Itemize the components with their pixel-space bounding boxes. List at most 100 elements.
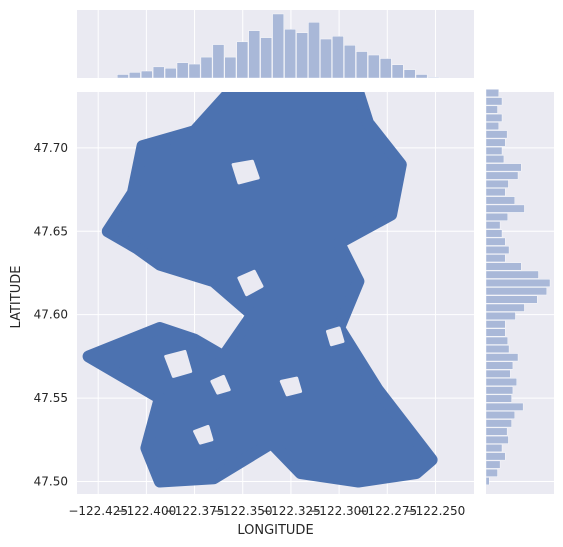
x-hist-bar <box>117 74 129 79</box>
x-hist-bar <box>129 72 141 79</box>
scatter-gap <box>279 376 303 397</box>
x-hist-bar <box>272 13 284 79</box>
y-hist-bar <box>485 411 515 420</box>
scatter-gap <box>193 424 214 445</box>
y-tick-label: 47.60 <box>34 308 68 322</box>
x-hist-bar <box>152 66 165 79</box>
x-hist-bar <box>188 63 201 79</box>
x-hist-bar <box>403 69 416 79</box>
y-hist-bar <box>485 353 519 362</box>
y-hist-bar <box>485 468 498 477</box>
x-hist-bar <box>391 64 404 79</box>
x-hist-bar <box>284 29 296 79</box>
y-hist-bar <box>485 179 509 188</box>
y-marginal-histogram <box>485 89 554 494</box>
y-hist-bar <box>485 303 525 312</box>
y-tick-label: 47.55 <box>34 391 68 405</box>
y-hist-bar <box>485 262 522 271</box>
y-hist-bar <box>485 163 522 172</box>
y-hist-bar <box>485 328 506 337</box>
x-tick-label: −122.250 <box>406 504 466 518</box>
x-hist-bar <box>308 22 320 79</box>
x-tick-label: −122.300 <box>309 504 369 518</box>
y-axis-label: LATITUDE <box>9 266 24 329</box>
scatter-gaps <box>164 159 345 445</box>
y-hist-bar <box>485 146 503 155</box>
x-tick-label: −122.375 <box>165 504 225 518</box>
x-hist-bar <box>427 77 440 79</box>
y-hist-bar <box>485 246 510 254</box>
x-hist-bar <box>260 37 273 79</box>
x-hist-bar <box>415 74 428 79</box>
y-hist-bar <box>485 378 517 386</box>
x-hist-bar <box>367 54 380 79</box>
y-hist-bar <box>485 138 506 147</box>
x-hist-bar <box>332 36 344 79</box>
y-tick-label: 47.70 <box>34 141 68 155</box>
y-tick-labels: 47.50 47.55 47.60 47.65 47.70 <box>34 141 68 489</box>
y-hist-bar <box>485 229 503 238</box>
y-hist-bar <box>485 345 510 353</box>
scatter-gap <box>164 349 193 378</box>
y-hist-bar <box>485 452 506 461</box>
x-tick-label: −122.400 <box>117 504 177 518</box>
x-hist-bar <box>320 38 332 79</box>
y-hist-bar <box>485 212 508 221</box>
y-hist-bar <box>485 435 509 444</box>
y-hist-bar <box>485 279 551 287</box>
y-hist-bar <box>485 336 508 345</box>
y-hist-bar <box>485 287 547 296</box>
x-tick-labels: −122.425−122.400−122.375−122.350−122.325… <box>68 504 465 518</box>
x-hist-bar <box>379 58 392 79</box>
y-hist-bar <box>485 419 512 428</box>
y-hist-bar <box>485 188 506 197</box>
x-hist-bar <box>236 41 249 79</box>
scatter-plot: −122.425−122.400−122.375−122.350−122.325… <box>9 92 474 538</box>
y-hist-bar <box>485 361 514 370</box>
y-hist-bar <box>485 477 490 486</box>
scatter-gap <box>237 269 264 297</box>
y-hist-bar <box>485 237 506 246</box>
y-hist-bar <box>485 105 498 114</box>
y-hist-bar <box>485 89 500 97</box>
y-hist-bar <box>485 386 514 395</box>
y-hist-bar <box>485 460 501 469</box>
x-marginal-bars <box>117 13 440 79</box>
y-hist-bar <box>485 295 538 304</box>
y-hist-bar <box>485 369 511 378</box>
x-marginal-histogram <box>77 10 474 79</box>
y-hist-bar <box>485 270 539 279</box>
scatter-gap <box>326 326 345 347</box>
y-hist-bar <box>485 427 508 436</box>
y-tick-label: 47.65 <box>34 224 68 238</box>
y-hist-bar <box>485 113 503 122</box>
y-hist-bar <box>485 320 506 329</box>
x-hist-bar <box>200 56 213 79</box>
y-hist-bar <box>485 402 524 411</box>
x-tick-label: −122.350 <box>213 504 273 518</box>
x-hist-bar <box>140 70 153 79</box>
scatter-gap <box>231 159 260 185</box>
x-hist-bar <box>248 30 261 79</box>
x-hist-bar <box>356 51 368 79</box>
y-tick-label: 47.50 <box>34 474 68 488</box>
x-hist-bar <box>344 45 356 79</box>
y-hist-bar <box>485 122 500 131</box>
y-marginal-bars <box>485 89 551 486</box>
y-hist-bar <box>485 394 512 403</box>
x-hist-bar <box>164 68 177 79</box>
x-hist-bar <box>296 32 308 79</box>
y-hist-bar <box>485 312 516 320</box>
y-hist-bar <box>485 196 515 205</box>
scatter-gap <box>210 374 231 395</box>
x-tick-label: −122.425 <box>68 504 128 518</box>
x-hist-bar <box>224 56 237 79</box>
y-hist-bar <box>485 97 503 106</box>
x-hist-bar <box>176 62 189 79</box>
y-hist-bar <box>485 171 519 180</box>
x-hist-bar <box>212 44 225 79</box>
y-hist-bar <box>485 221 501 230</box>
x-tick-label: −122.275 <box>357 504 417 518</box>
x-tick-label: −122.325 <box>261 504 321 518</box>
